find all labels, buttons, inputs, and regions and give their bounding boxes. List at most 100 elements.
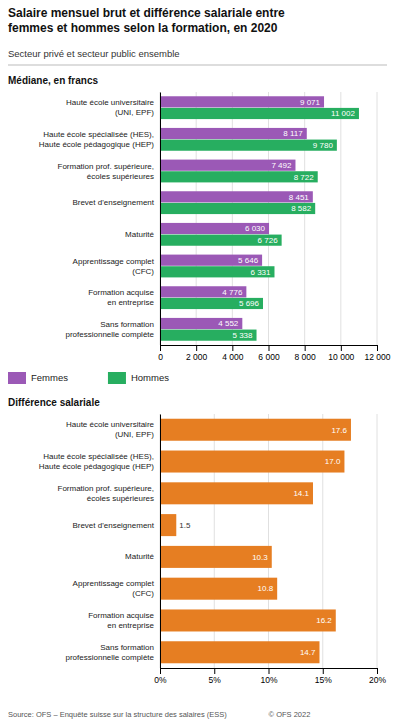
tick-label-line: Haute école spécialisée (HES), xyxy=(43,130,154,139)
tick-label: Formation prof. supérieure,écoles supéri… xyxy=(58,484,155,503)
tick: 0% xyxy=(154,668,167,685)
grid-line xyxy=(160,92,161,345)
tick-label: 2 000 xyxy=(186,352,208,362)
tick-label-line: (CFC) xyxy=(132,267,154,276)
y-axis: Haute école universitaire(UNI, EPF)Haute… xyxy=(39,415,161,669)
tick-label-line: Maturité xyxy=(125,230,154,239)
tick-label: Formation acquiseen entreprise xyxy=(88,288,154,307)
tick-label-line: Haute école universitaire xyxy=(66,98,155,107)
tick-label: Sans formationprofessionnelle complète xyxy=(66,320,155,339)
tick-mark xyxy=(341,345,342,351)
data-label: 10.3 xyxy=(252,553,268,562)
tick-label: Apprentissage complet(CFC) xyxy=(73,579,155,598)
title: Salaire mensuel brut et différence salar… xyxy=(8,6,285,35)
tick-label: 5% xyxy=(209,675,222,685)
tick-label: Apprentissage complet(CFC) xyxy=(73,257,155,276)
tick-label-line: en entreprise xyxy=(107,298,154,307)
data-label: 11 002 xyxy=(331,109,355,118)
data-label: 14.1 xyxy=(293,489,309,498)
bar xyxy=(160,641,319,663)
tick: Haute école universitaire(UNI, EPF) xyxy=(66,420,160,439)
tick-label: Formation prof. supérieure,écoles supéri… xyxy=(58,162,155,181)
tick: 12 000 xyxy=(365,345,391,362)
data-labels: 17.617.014.11.510.310.816.214.7 xyxy=(179,426,347,658)
data-label: 8 451 xyxy=(289,193,310,202)
tick-label: Maturité xyxy=(125,230,154,239)
tick-label-line: Brevet d'enseignement xyxy=(72,198,154,207)
tick-mark xyxy=(377,345,378,351)
tick-label: 20% xyxy=(369,675,386,685)
legend-swatch xyxy=(8,372,26,384)
tick: Formation acquiseen entreprise xyxy=(88,288,160,307)
tick-label-line: écoles supérieures xyxy=(87,494,154,503)
tick: 8 000 xyxy=(295,345,317,362)
tick: 4 000 xyxy=(222,345,244,362)
tick: Brevet d'enseignement xyxy=(72,521,160,530)
tick: 15% xyxy=(315,668,332,685)
tick-label-line: Sans formation xyxy=(100,320,154,329)
tick: Formation prof. supérieure,écoles supéri… xyxy=(58,484,161,503)
data-label: 8 117 xyxy=(283,129,303,138)
legend-label: Hommes xyxy=(131,372,169,383)
tick-label: Formation acquiseen entreprise xyxy=(88,611,154,630)
data-label: 9 780 xyxy=(313,141,334,150)
bar xyxy=(160,330,257,341)
tick-label: 10 000 xyxy=(328,352,354,362)
chart: Différence salariale17.617.014.11.510.31… xyxy=(8,397,386,685)
grid-line xyxy=(160,414,161,668)
bar xyxy=(160,203,315,214)
tick: Maturité xyxy=(125,230,160,239)
bar xyxy=(160,223,269,234)
figure: Salaire mensuel brut et différence salar… xyxy=(0,0,395,725)
data-label: 17.0 xyxy=(325,457,341,466)
bar xyxy=(160,266,274,277)
tick-label-line: Formation acquise xyxy=(88,611,154,620)
axis-line xyxy=(160,93,161,346)
axis-line xyxy=(161,669,378,675)
tick-label: Brevet d'enseignement xyxy=(72,198,154,207)
section-title: Différence salariale xyxy=(8,397,100,408)
tick: 20% xyxy=(369,668,386,685)
tick-label-line: Haute école universitaire xyxy=(66,420,155,429)
tick-label: Haute école spécialisée (HES),Haute écol… xyxy=(39,130,155,149)
tick-mark xyxy=(305,345,306,351)
data-label: 9 071 xyxy=(300,98,321,107)
data-label: 14.7 xyxy=(300,648,316,657)
tick: Brevet d'enseignement xyxy=(72,198,160,207)
tick-label-line: (UNI, EPF) xyxy=(115,430,154,439)
bar xyxy=(160,235,282,246)
tick-mark xyxy=(214,668,215,674)
tick-label: 0% xyxy=(154,675,167,685)
bar xyxy=(160,298,263,309)
data-label: 4 776 xyxy=(222,288,243,297)
bar xyxy=(160,96,324,107)
tick-mark xyxy=(323,668,324,674)
bar xyxy=(160,451,344,473)
tick-label-line: Haute école pédagogique (HEP) xyxy=(39,462,155,471)
x-axis: 0% 5% 10% 15% 20% xyxy=(154,668,386,685)
data-label: 17.6 xyxy=(331,426,347,435)
tick-mark xyxy=(160,668,161,674)
tick-mark xyxy=(196,345,197,351)
tick-label-line: Apprentissage complet xyxy=(73,579,155,588)
y-axis: Haute école universitaire(UNI, EPF)Haute… xyxy=(39,93,161,346)
tick-label: 0 xyxy=(158,352,163,362)
tick-label: Haute école universitaire(UNI, EPF) xyxy=(66,98,155,117)
tick: 5% xyxy=(209,668,222,685)
tick: Haute école spécialisée (HES),Haute écol… xyxy=(39,452,160,471)
tick-mark xyxy=(269,668,270,674)
tick-label: Haute école universitaire(UNI, EPF) xyxy=(66,420,155,439)
tick-label: 12 000 xyxy=(365,352,391,362)
bar xyxy=(160,160,295,171)
grid-line xyxy=(377,92,378,345)
bar xyxy=(160,171,318,182)
data-label: 8 582 xyxy=(291,204,312,213)
tick-label: 4 000 xyxy=(222,352,244,362)
tick-label: Brevet d'enseignement xyxy=(72,521,154,530)
data-labels: 9 0718 1177 4928 4516 0305 6464 7764 552… xyxy=(218,98,355,340)
grid-line xyxy=(377,414,378,668)
grid xyxy=(160,414,377,668)
data-label: 6 030 xyxy=(245,224,266,233)
data-label: 6 331 xyxy=(250,268,271,277)
tick: 10% xyxy=(260,668,277,685)
